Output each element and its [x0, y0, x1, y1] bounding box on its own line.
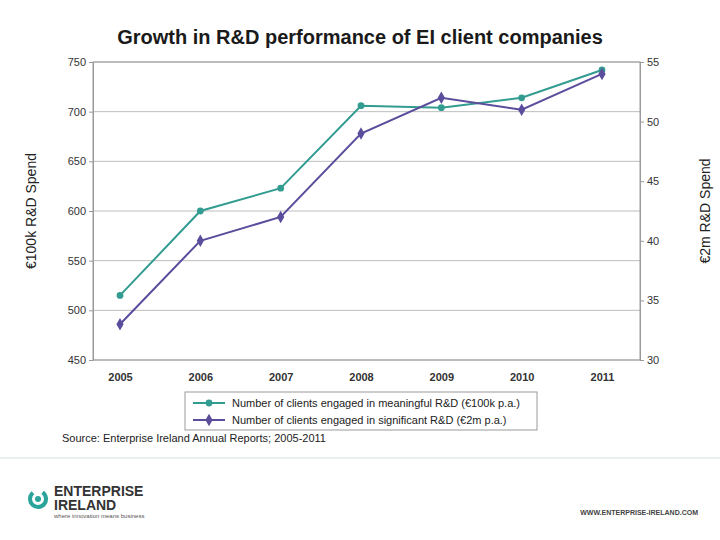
marker [277, 185, 284, 192]
tick: 35 [640, 294, 659, 306]
tick-mark [89, 62, 93, 63]
logo: ENTERPRISEIRELANDwhere innovation means … [28, 483, 144, 519]
tick-label: 35 [647, 294, 659, 306]
marker [438, 104, 445, 111]
plot-area [116, 67, 605, 331]
tick: 2006 [189, 371, 213, 383]
series-line [120, 70, 602, 295]
chart-title: Growth in R&D performance of EI client c… [117, 26, 603, 48]
tick: 450 [68, 354, 93, 366]
tick: 45 [640, 175, 659, 187]
tick: 650 [68, 155, 93, 167]
tick-label: 45 [647, 175, 659, 187]
tick-label: 40 [647, 235, 659, 247]
marker [277, 211, 284, 223]
legend-box [185, 392, 537, 430]
tick: 30 [640, 354, 659, 366]
marker [518, 103, 525, 115]
tick-label: 30 [647, 354, 659, 366]
tick: 500 [68, 304, 93, 316]
tick-label: 650 [68, 155, 86, 167]
tick-label: 550 [68, 255, 86, 267]
tick-mark [640, 241, 644, 242]
axis-line [640, 63, 641, 361]
grid [93, 62, 640, 360]
logo-tagline: where innovation means business [53, 513, 144, 519]
legend: Number of clients engaged in meaningful … [185, 392, 537, 430]
grid-line [93, 211, 640, 212]
tick-mark [89, 211, 93, 212]
marker [197, 208, 204, 215]
plot-frame [93, 62, 640, 360]
tick-label: 2007 [269, 371, 293, 383]
x-axis: 2005 2006 2007 2008 2009 2010 2011 [108, 371, 614, 383]
tick: 600 [68, 205, 93, 217]
tick: 2010 [510, 371, 534, 383]
tick-label: 500 [68, 304, 86, 316]
tick-mark [89, 310, 93, 311]
chart: Growth in R&D performance of EI client c… [0, 0, 720, 540]
marker [358, 102, 365, 109]
tick-label: 750 [68, 56, 86, 68]
tick-mark [89, 261, 93, 262]
marker [357, 127, 364, 139]
tick: 750 [68, 56, 93, 68]
tick-mark [89, 161, 93, 162]
marker [197, 235, 204, 247]
tick: 50 [640, 116, 659, 128]
grid-line [93, 161, 640, 162]
legend-marker [205, 414, 212, 426]
marker [518, 94, 525, 101]
tick: 2011 [591, 371, 615, 383]
tick-label: 55 [647, 56, 659, 68]
tick: 2008 [349, 371, 373, 383]
logo-text: IRELAND [54, 497, 116, 513]
tick: 40 [640, 235, 659, 247]
grid-line [93, 310, 640, 311]
tick-label: 700 [68, 106, 86, 118]
legend-marker [206, 400, 213, 407]
grid-line [93, 111, 640, 112]
logo-icon-dot [35, 496, 41, 502]
tick-label: 2005 [108, 371, 132, 383]
logo-icon [28, 491, 48, 509]
tick-label: 450 [68, 354, 86, 366]
footer-rule [0, 458, 720, 459]
marker [438, 92, 445, 104]
tick-label: 2010 [510, 371, 534, 383]
axis: 30 35 40 45 50 55 [640, 56, 659, 366]
axis-line [93, 63, 94, 361]
tick-mark [640, 62, 644, 63]
tick-label: 50 [647, 116, 659, 128]
series-line [120, 74, 602, 324]
legend-label: Number of clients engaged in meaningful … [232, 397, 520, 409]
tick-mark [640, 122, 644, 123]
tick-label: 2008 [349, 371, 373, 383]
marker [598, 68, 605, 80]
tick-label: 600 [68, 205, 86, 217]
tick-mark [640, 300, 644, 301]
tick-mark [89, 112, 93, 113]
legend-label: Number of clients engaged in significant… [232, 414, 507, 426]
source-note: Source: Enterprise Ireland Annual Report… [62, 432, 326, 444]
y2-axis-title: €2m R&D Spend [697, 158, 713, 263]
tick: 2005 [108, 371, 132, 383]
tick: 2009 [430, 371, 454, 383]
tick-mark [89, 360, 93, 361]
tick-mark [640, 181, 644, 182]
tick: 700 [68, 106, 93, 118]
tick-label: 2006 [189, 371, 213, 383]
marker [116, 318, 123, 330]
y-axis-title: €100k R&D Spend [23, 153, 39, 269]
marker [117, 292, 124, 299]
tick: 55 [640, 56, 659, 68]
tick-label: 2009 [430, 371, 454, 383]
tick: 2007 [269, 371, 293, 383]
tick-mark [640, 360, 644, 361]
grid-line [93, 260, 640, 261]
footer-url: WWW.ENTERPRISE-IRELAND.COM [580, 509, 698, 516]
tick: 550 [68, 255, 93, 267]
tick-label: 2011 [591, 371, 615, 383]
axis: 450 500 550 600 650 700 750 [68, 56, 94, 366]
